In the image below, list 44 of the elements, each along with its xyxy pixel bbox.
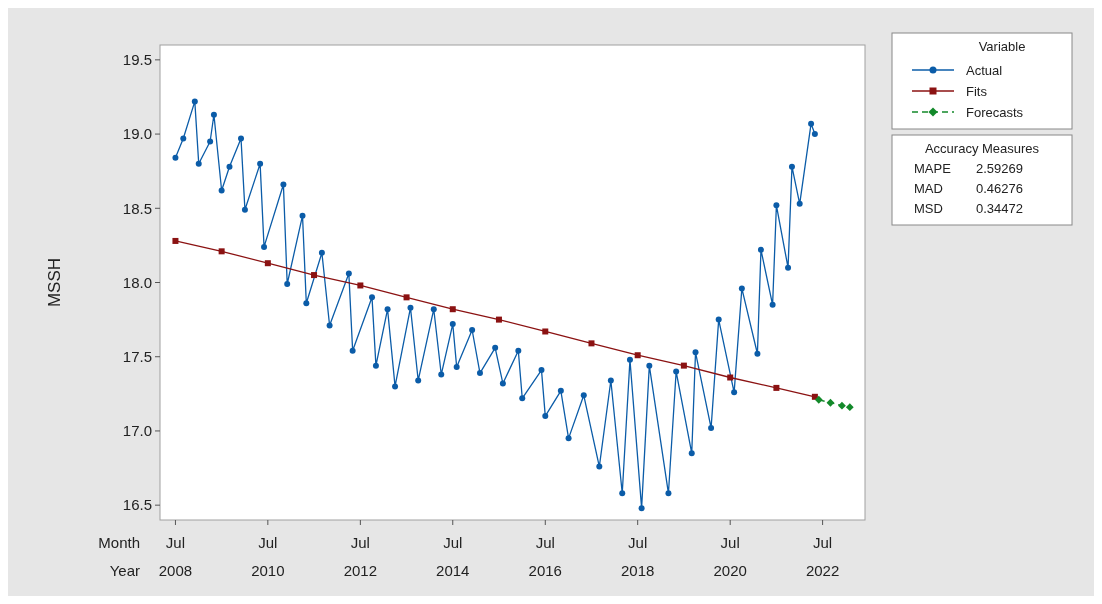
point — [826, 398, 835, 407]
y-tick-label: 16.5 — [122, 496, 152, 514]
y-tick-label: 18.5 — [122, 199, 152, 217]
point — [172, 237, 179, 244]
y-axis-title: MSSH — [45, 257, 64, 308]
point — [838, 401, 846, 410]
point — [495, 316, 502, 323]
text: Accuracy Measures — [924, 141, 1040, 156]
point — [814, 395, 823, 404]
point — [727, 374, 734, 381]
point — [680, 362, 687, 369]
point — [218, 248, 225, 255]
point — [845, 403, 854, 412]
legend-label: Fits — [966, 83, 988, 99]
y-tick-label: 19.5 — [122, 51, 152, 69]
text: Month — [98, 534, 140, 551]
text: MAPE 2.59269 — [914, 161, 1023, 176]
text: Year — [109, 562, 140, 579]
x-tick-label: Jul 2008 — [158, 534, 193, 579]
point — [449, 306, 456, 313]
legend-title: Variable — [978, 39, 1026, 54]
legend-label: Forecasts — [966, 104, 1024, 120]
point — [634, 352, 641, 359]
legend-label: Actual — [966, 62, 1003, 78]
x-tick-label: Jul 2016 — [528, 534, 562, 579]
text: MSD 0.34472 — [914, 201, 1023, 216]
text: MAD 0.46276 — [914, 181, 1023, 196]
x-tick-label: Jul 2022 — [805, 534, 840, 579]
point — [542, 328, 549, 335]
x-tick-label: Jul 2014 — [436, 534, 470, 579]
point — [403, 294, 410, 301]
point — [773, 384, 780, 391]
y-tick-label: 18.0 — [122, 273, 152, 291]
y-tick-label: 17.5 — [122, 347, 152, 365]
point — [264, 260, 271, 267]
x-tick-label: Jul 2010 — [251, 534, 285, 579]
point — [588, 340, 595, 347]
x-tick-label: Jul 2012 — [343, 534, 378, 579]
point — [357, 282, 364, 289]
y-tick-label: 17.0 — [122, 422, 152, 440]
y-tick-label: 19.0 — [122, 125, 152, 143]
x-tick-label: Jul 2018 — [620, 534, 655, 579]
x-tick-label: Jul 2020 — [713, 534, 747, 579]
point — [311, 272, 318, 279]
